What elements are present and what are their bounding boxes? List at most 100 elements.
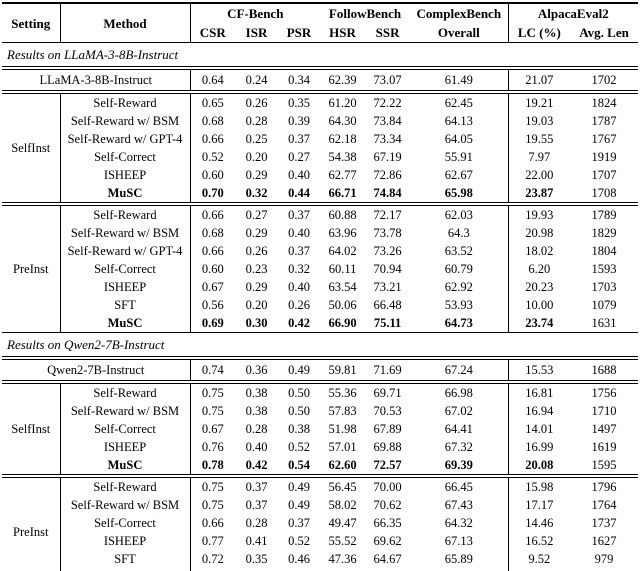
metric-value: 0.40 xyxy=(288,280,310,294)
method-row: SelfInst Self-Reward 0.65 0.26 0.35 61.20 72.2… xyxy=(2,92,638,155)
col-header-method: Method xyxy=(60,3,191,43)
metric-value: 0.30 xyxy=(245,316,268,330)
metric-value: 15.98 xyxy=(507,476,571,496)
method-name: Self-Reward w/ BSM xyxy=(59,496,190,514)
metric-value: 61.49 xyxy=(444,73,473,87)
metric-value: 21.07 xyxy=(507,68,571,92)
metric-value: 0.49 xyxy=(288,363,310,377)
metric-value: 0.60 xyxy=(189,166,235,184)
metric-value: 0.68 xyxy=(189,112,235,130)
method-row: MuSC 0.78 0.42 0.54 62.60 72.57 69.39 20.08 1595 xyxy=(2,456,639,476)
metric-value: 1737 xyxy=(591,516,617,530)
setting-label: SelfInst xyxy=(11,422,51,436)
metric-value: 0.67 xyxy=(189,420,235,438)
metric-value: 63.54 xyxy=(328,280,357,294)
metric-value: 54.38 xyxy=(328,150,357,164)
metric-value: 66.98 xyxy=(444,386,473,400)
metric-value: 0.20 xyxy=(245,150,268,164)
metric-value: 56.45 xyxy=(328,480,357,494)
method-row: Self-Reward w/ BSM 0.68 0.28 0.39 64.30 73.84… xyxy=(2,112,638,130)
metric-value: 0.65 xyxy=(189,92,235,112)
metric-value: 1804 xyxy=(591,244,617,258)
metric-value: 19.03 xyxy=(507,112,571,130)
metric-value: 10.00 xyxy=(507,296,571,314)
metric-value: 15.53 xyxy=(507,358,571,382)
metric-value: 0.75 xyxy=(189,382,235,402)
metric-value: 20.98 xyxy=(507,224,571,242)
metric-value: 0.50 xyxy=(288,404,310,418)
metric-value: 0.66 xyxy=(189,514,235,532)
metric-value: 1789 xyxy=(591,208,617,222)
metric-value: 63.52 xyxy=(444,244,473,258)
metric-value: 64.05 xyxy=(444,132,473,146)
metric-value: 0.38 xyxy=(245,386,268,400)
metric-value: 1631 xyxy=(591,316,617,330)
metric-value: 72.57 xyxy=(373,458,402,472)
metric-value: 64.30 xyxy=(328,114,357,128)
metric-value: 0.70 xyxy=(189,184,235,204)
metric-value: 16.94 xyxy=(507,402,571,420)
method-name: Self-Correct xyxy=(59,148,190,166)
group-header-complexbench: ComplexBench xyxy=(416,6,502,21)
metric-value: 0.23 xyxy=(245,262,268,276)
metric-value: 0.74 xyxy=(189,358,235,382)
metric-value: 0.29 xyxy=(245,226,268,240)
setting-label: PreInst xyxy=(13,525,49,539)
col-header-psr: PSR xyxy=(286,25,312,40)
metric-value: 18.02 xyxy=(507,242,571,260)
metric-value: 74.84 xyxy=(373,186,402,200)
base-model-name: Qwen2-7B-Instruct xyxy=(47,363,145,377)
metric-value: 55.36 xyxy=(328,386,357,400)
metric-value: 55.91 xyxy=(444,150,473,164)
metric-value: 73.26 xyxy=(373,244,402,258)
method-row: ISHEEP 0.60 0.29 0.40 62.77 72.86 62.67 22.00 17… xyxy=(2,166,638,184)
metric-value: 49.47 xyxy=(328,516,357,530)
metric-value: 62.39 xyxy=(328,73,357,87)
method-row: Self-Correct 0.52 0.20 0.27 54.38 67.19 55.91 7… xyxy=(2,148,638,166)
method-name: ISHEEP xyxy=(59,532,190,550)
base-model-name: LLaMA-3-8B-Instruct xyxy=(39,73,152,87)
metric-value: 66.35 xyxy=(373,516,402,530)
table-header: Setting Method CF-Bench FollowBench Comp… xyxy=(2,3,639,43)
metric-value: 1497 xyxy=(591,422,617,436)
method-name: Self-Reward xyxy=(59,476,190,496)
metric-value: 70.00 xyxy=(373,480,402,494)
metric-value: 70.62 xyxy=(373,498,402,512)
method-name: SFT xyxy=(59,296,190,314)
metric-value: 71.69 xyxy=(373,363,402,377)
method-name: Self-Correct xyxy=(59,420,190,438)
col-header-setting: Setting xyxy=(2,3,61,43)
metric-value: 0.78 xyxy=(189,456,235,476)
metric-value: 0.60 xyxy=(189,260,235,278)
metric-value: 1593 xyxy=(591,262,617,276)
metric-value: 0.66 xyxy=(189,130,235,148)
metric-value: 1764 xyxy=(591,498,617,512)
metric-value: 60.88 xyxy=(328,208,357,222)
method-name: Self-Reward xyxy=(59,204,190,224)
metric-value: 62.18 xyxy=(328,132,357,146)
method-row: ISHEEP 0.76 0.40 0.52 57.01 69.88 67.32 16.99 16… xyxy=(2,438,638,456)
metric-value: 1829 xyxy=(591,226,617,240)
metric-value: 67.02 xyxy=(444,404,473,418)
metric-value: 0.29 xyxy=(245,168,268,182)
metric-value: 22.00 xyxy=(507,166,571,184)
method-name: ISHEEP xyxy=(59,166,190,184)
metric-value: 0.40 xyxy=(245,440,268,454)
method-name: ISHEEP xyxy=(59,278,190,296)
metric-value: 67.13 xyxy=(444,534,473,548)
metric-value: 67.32 xyxy=(444,440,473,454)
metric-value: 59.81 xyxy=(328,363,357,377)
metric-value: 69.71 xyxy=(373,386,402,400)
metric-value: 16.99 xyxy=(507,438,571,456)
metric-value: 73.78 xyxy=(373,226,402,240)
metric-value: 0.28 xyxy=(245,114,268,128)
metric-value: 0.72 xyxy=(189,550,235,568)
metric-value: 62.67 xyxy=(444,168,473,182)
metric-value: 69.88 xyxy=(373,440,402,454)
method-row: PreInst Self-Reward 0.66 0.27 0.37 60.88 72.17… xyxy=(2,204,638,276)
metric-value: 1756 xyxy=(591,386,617,400)
metric-value: 19.93 xyxy=(507,204,571,224)
metric-value: 69.62 xyxy=(373,534,402,548)
